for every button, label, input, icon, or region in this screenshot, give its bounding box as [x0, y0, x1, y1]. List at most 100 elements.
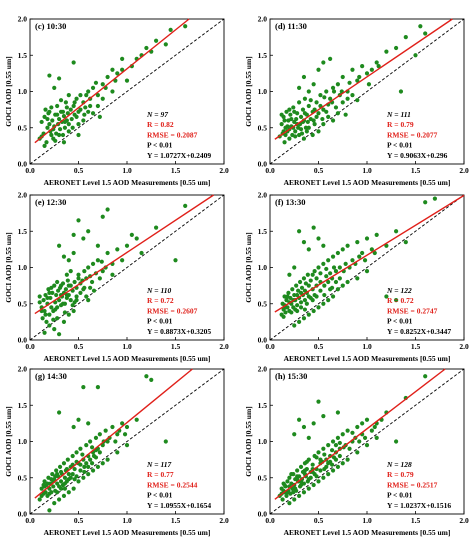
- chart-5-point-119: [322, 466, 327, 472]
- chart-3-point-29: [308, 278, 313, 283]
- chart-0-point-82: [82, 112, 87, 117]
- chart-3-point-39: [330, 254, 336, 259]
- chart-0-one-to-one-line: [29, 18, 225, 165]
- chart-0-point-5: [44, 140, 49, 145]
- chart-0-stat-n: N = 97: [146, 110, 168, 119]
- chart-1-point-45: [343, 112, 348, 117]
- chart-1-fit-line: [274, 18, 453, 140]
- chart-2-yaxis-label: GOCI AOD [0.55 um]: [4, 232, 13, 302]
- chart-0-xtick-label-0: 0.0: [25, 166, 35, 175]
- chart-1-point-16: [294, 116, 299, 122]
- chart-2-point-73: [68, 298, 73, 303]
- chart-2-point-26: [63, 287, 68, 292]
- chart-5-point-85: [295, 477, 300, 482]
- chart-3-xtick-label-1: 0.5: [314, 342, 324, 351]
- chart-4-point-89: [82, 464, 87, 469]
- chart-1-point-62: [316, 67, 321, 72]
- chart-5-point-44: [340, 432, 345, 437]
- chart-2-point-66: [66, 312, 71, 317]
- chart-3-point-99: [337, 276, 342, 281]
- chart-1-point-81: [355, 98, 360, 103]
- chart-2-point-63: [42, 330, 47, 335]
- chart-0-point-51: [154, 38, 159, 43]
- chart-3-xtick-label-2: 1.0: [362, 342, 372, 351]
- chart-0-point-47: [124, 78, 130, 83]
- chart-1-ytick-label-0: 0.0: [258, 160, 268, 169]
- chart-0-point-22: [60, 132, 66, 138]
- chart-1-point-69: [297, 132, 302, 138]
- chart-5-point-38: [326, 443, 331, 448]
- chart-4-point-107: [62, 481, 68, 486]
- chart-4-point-40: [93, 435, 99, 440]
- chart-4-fit-line: [34, 368, 193, 499]
- chart-0-ytick-label-0: 0.0: [18, 160, 28, 169]
- chart-4-point-32: [74, 450, 79, 455]
- chart-4-point-98: [113, 439, 118, 444]
- chart-3-point-66: [301, 316, 307, 321]
- chart-4-stat-n: N = 117: [146, 460, 172, 469]
- chart-0-point-45: [115, 71, 120, 76]
- chart-2-stat-n: N = 110: [146, 286, 172, 295]
- chart-5-point-115: [306, 477, 311, 482]
- chart-5-point-118: [318, 457, 323, 462]
- chart-2-point-32: [72, 279, 77, 285]
- chart-2-point-99: [66, 283, 71, 288]
- chart-4-point-50: [134, 417, 139, 422]
- chart-3-point-50: [369, 247, 374, 252]
- chart-4-point-76: [45, 481, 50, 486]
- chart-3-point-52: [384, 243, 389, 248]
- chart-5-xtick-label-3: 1.5: [411, 516, 421, 525]
- chart-5-point-48: [355, 424, 360, 430]
- chart-2-point-104: [58, 283, 64, 288]
- chart-2-point-60: [71, 250, 76, 256]
- chart-4-point-90: [84, 461, 89, 466]
- chart-2-point-43: [105, 250, 110, 256]
- chart-2-point-56: [61, 254, 67, 259]
- chart-1-point-61: [311, 82, 316, 87]
- chart-5-point-121: [329, 462, 335, 467]
- chart-4-point-57: [76, 417, 81, 422]
- chart-4-point-38: [88, 439, 93, 444]
- chart-5-point-112: [295, 474, 300, 479]
- chart-1-point-44: [340, 74, 345, 80]
- chart-3-stat-eq: Y = 0.8252X+0.3447: [387, 327, 451, 336]
- chart-0-stat-p: P < 0.01: [147, 141, 173, 150]
- chart-4-point-20: [58, 479, 64, 484]
- chart-5-point-57: [301, 424, 307, 430]
- chart-4-point-67: [86, 472, 91, 477]
- chart-5-point-113: [298, 482, 304, 488]
- chart-2-point-4: [42, 308, 47, 314]
- chart-3-point-105: [372, 250, 377, 256]
- chart-0-stat-eq: Y = 1.0727X+0.2409: [147, 151, 211, 160]
- chart-2-point-106: [64, 292, 69, 298]
- chart-1-point-74: [321, 122, 326, 127]
- chart-0-point-76: [110, 67, 115, 72]
- chart-5-point-98: [329, 448, 335, 453]
- chart-3-point-110: [295, 308, 300, 314]
- chart-1-point-68: [292, 109, 297, 114]
- chart-5-point-123: [337, 440, 342, 446]
- chart-5-point-79: [374, 435, 379, 440]
- chart-3-point-72: [326, 298, 331, 303]
- chart-5-fit-line: [274, 368, 446, 500]
- chart-5-point-60: [316, 399, 321, 404]
- chart-2-point-91: [51, 317, 56, 322]
- chart-4-point-79: [55, 490, 60, 495]
- chart-0-ytick-label-4: 2.0: [18, 15, 28, 24]
- chart-3-point-116: [318, 271, 323, 276]
- chart-2-point-11: [49, 305, 54, 310]
- chart-5-point-111: [291, 490, 296, 495]
- chart-1-point-59: [297, 85, 302, 90]
- chart-2-point-108: [82, 285, 87, 290]
- chart-1-stat-eq: Y = 0.9063X+0.296: [387, 151, 448, 160]
- chart-1-xtick-label-4: 2.0: [459, 166, 469, 175]
- chart-1-point-91: [312, 107, 317, 112]
- chart-0-point-75: [100, 96, 105, 101]
- chart-3-point-95: [324, 266, 329, 272]
- chart-3-point-64: [287, 272, 292, 277]
- chart-5-xtick-label-0: 0.0: [265, 516, 275, 525]
- chart-4-xaxis-label: AERONET Level 1.5 AOD Measurements [0.55…: [44, 528, 211, 537]
- chart-5-point-114: [302, 468, 308, 473]
- chart-1-point-58: [418, 24, 423, 29]
- chart-2-point-65: [61, 319, 67, 324]
